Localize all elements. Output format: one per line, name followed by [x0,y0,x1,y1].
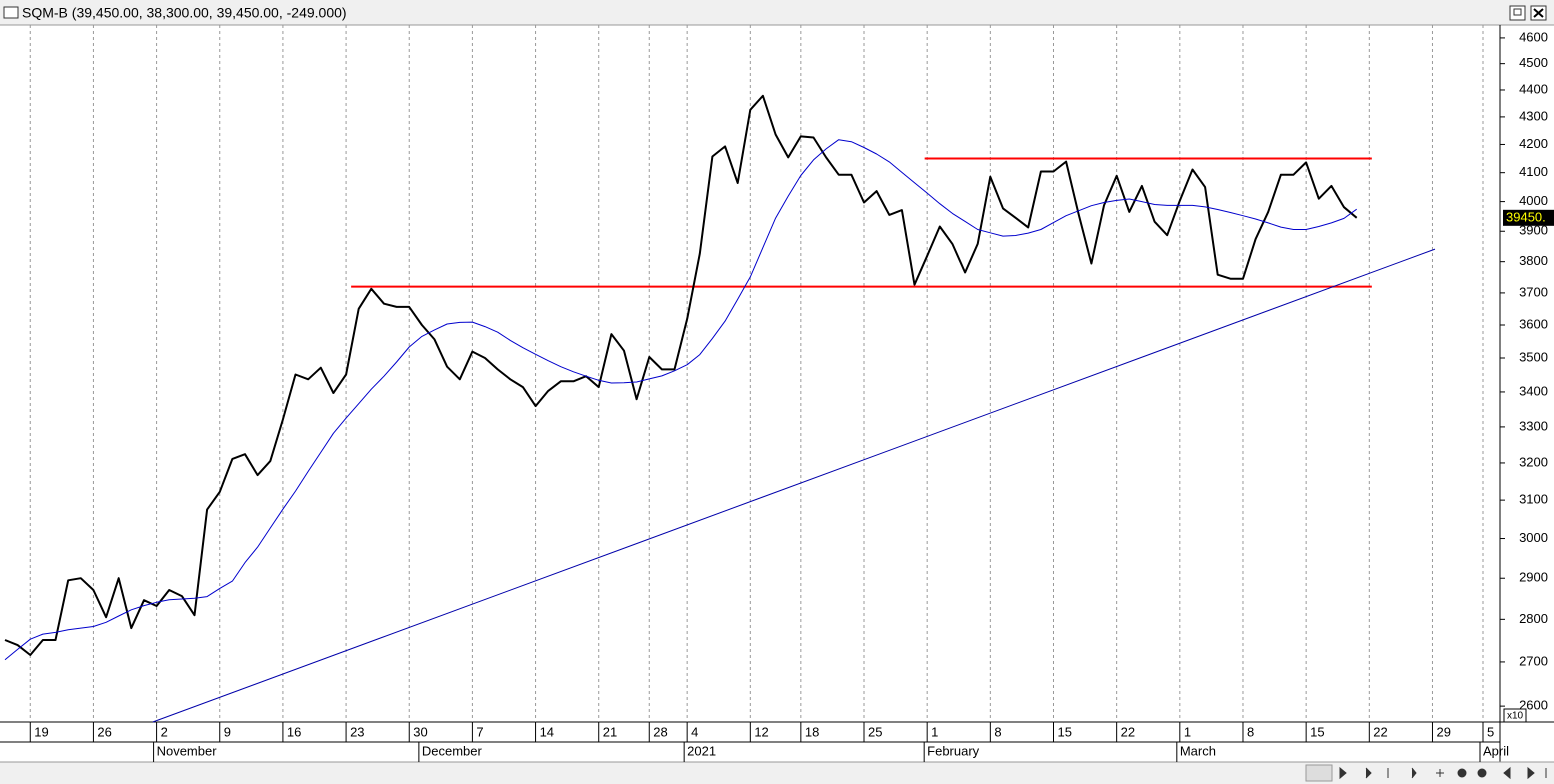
x-tick-label: 15 [1057,724,1071,739]
y-tick-label: 4600 [1519,29,1548,44]
x-tick-label: 23 [350,724,364,739]
x-tick-label: 5 [1487,724,1494,739]
scroll-controls[interactable] [1339,766,1547,780]
x-tick-label: 26 [97,724,111,739]
x-tick-label: 14 [540,724,554,739]
x-tick-label: 22 [1373,724,1387,739]
x-tick-label: 8 [1247,724,1254,739]
y-tick-label: 3100 [1519,492,1548,507]
y-tick-label: 3000 [1519,530,1548,545]
y-tick-label: 4000 [1519,193,1548,208]
moving-average-line [4,139,1357,661]
x-tick-label: 30 [413,724,427,739]
scale-label: x10 [1507,711,1524,722]
y-tick-label: 4300 [1519,108,1548,123]
y-tick-label: 3700 [1519,284,1548,299]
x-tick-label: 4 [691,724,698,739]
close-icon [1533,8,1544,18]
month-label: February [927,743,980,758]
y-tick-label: 3600 [1519,316,1548,331]
x-tick-label: 9 [224,724,231,739]
scroll-bar [0,762,1554,784]
y-tick-label: 4500 [1519,55,1548,70]
month-label: 2021 [687,743,716,758]
month-label: December [422,743,483,758]
trend-line [152,248,1436,723]
chart-title: SQM-B (39,450.00, 38,300.00, 39,450.00, … [22,5,347,21]
y-tick-label: 2600 [1519,698,1548,713]
y-tick-label: 4100 [1519,164,1548,179]
x-tick-label: 21 [603,724,617,739]
x-tick-label: 7 [476,724,483,739]
x-tick-label: 28 [653,724,667,739]
x-tick-label: 19 [34,724,48,739]
y-tick-label: 2900 [1519,570,1548,585]
y-tick-label: 2800 [1519,611,1548,626]
y-tick-label: 3300 [1519,418,1548,433]
y-tick-label: 3900 [1519,223,1548,238]
title-bar [0,0,1554,25]
y-tick-label: 2700 [1519,653,1548,668]
scale-box [1503,708,1527,723]
month-label: March [1180,743,1216,758]
x-tick-label: 29 [1436,724,1450,739]
price-line [4,94,1358,656]
x-tick-label: 8 [994,724,1001,739]
restore-button[interactable] [1509,5,1526,21]
month-label: November [157,743,218,758]
x-tick-label: 12 [754,724,768,739]
y-tick-label: 3500 [1519,349,1548,364]
scroll-thumb[interactable] [1305,764,1333,782]
month-label: April [1483,743,1509,758]
x-tick-label: 1 [1184,724,1191,739]
x-tick-label: 2 [161,724,168,739]
x-tick-label: 15 [1310,724,1324,739]
last-price-box [1503,209,1554,226]
x-tick-label: 25 [868,724,882,739]
x-tick-label: 16 [287,724,301,739]
window-icon [3,6,19,19]
x-tick-label: 18 [805,724,819,739]
x-tick-label: 1 [931,724,938,739]
y-tick-label: 4200 [1519,136,1548,151]
restore-icon [1513,8,1522,16]
y-tick-label: 3200 [1519,454,1548,469]
last-price-label: 39450. [1506,209,1546,224]
y-tick-label: 3400 [1519,383,1548,398]
y-tick-label: 3800 [1519,253,1548,268]
x-tick-label: 22 [1121,724,1135,739]
y-tick-label: 4400 [1519,81,1548,96]
